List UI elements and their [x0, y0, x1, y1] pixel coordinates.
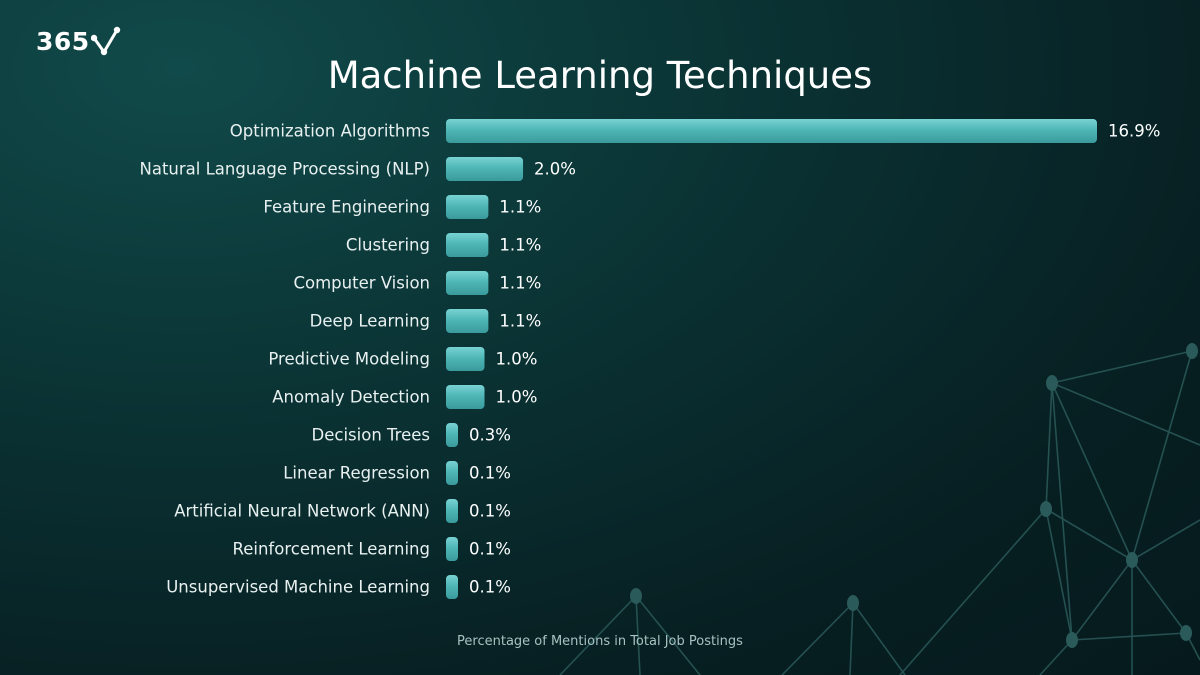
value-label: 1.1%	[499, 198, 541, 217]
bar	[446, 195, 489, 219]
category-label: Feature Engineering	[263, 198, 430, 217]
category-label: Anomaly Detection	[272, 388, 430, 407]
category-label: Artificial Neural Network (ANN)	[174, 502, 430, 521]
brand-logo: 365	[36, 24, 123, 58]
value-label: 1.1%	[499, 274, 541, 293]
category-label: Unsupervised Machine Learning	[166, 578, 430, 597]
category-label: Reinforcement Learning	[233, 540, 431, 559]
bar	[446, 119, 1097, 143]
bar	[446, 537, 458, 561]
bar	[446, 347, 485, 371]
logo-text: 365	[36, 26, 90, 56]
value-label: 0.1%	[469, 540, 511, 559]
bar	[446, 233, 489, 257]
value-label: 1.0%	[496, 350, 538, 369]
value-label: 1.0%	[496, 388, 538, 407]
bar	[446, 499, 458, 523]
category-label: Natural Language Processing (NLP)	[140, 160, 431, 179]
category-label: Predictive Modeling	[268, 350, 430, 369]
value-label: 0.1%	[469, 464, 511, 483]
value-label: 2.0%	[534, 160, 576, 179]
value-label: 0.1%	[469, 578, 511, 597]
chart-title: Machine Learning Techniques	[327, 54, 873, 97]
x-axis-label: Percentage of Mentions in Total Job Post…	[457, 634, 743, 649]
bar	[446, 423, 458, 447]
category-label: Deep Learning	[310, 312, 430, 331]
category-label: Decision Trees	[312, 426, 430, 445]
category-label: Optimization Algorithms	[230, 122, 430, 141]
bar	[446, 461, 458, 485]
value-label: 1.1%	[499, 236, 541, 255]
category-label: Computer Vision	[293, 274, 430, 293]
value-label: 0.1%	[469, 502, 511, 521]
value-label: 0.3%	[469, 426, 511, 445]
bar	[446, 309, 489, 333]
bar	[446, 271, 489, 295]
category-label: Linear Regression	[283, 464, 430, 483]
bar	[446, 575, 458, 599]
value-label: 1.1%	[499, 312, 541, 331]
check-network-icon	[90, 26, 120, 56]
bar	[446, 157, 524, 181]
category-label: Clustering	[346, 236, 430, 255]
value-label: 16.9%	[1108, 122, 1160, 141]
bar	[446, 385, 485, 409]
